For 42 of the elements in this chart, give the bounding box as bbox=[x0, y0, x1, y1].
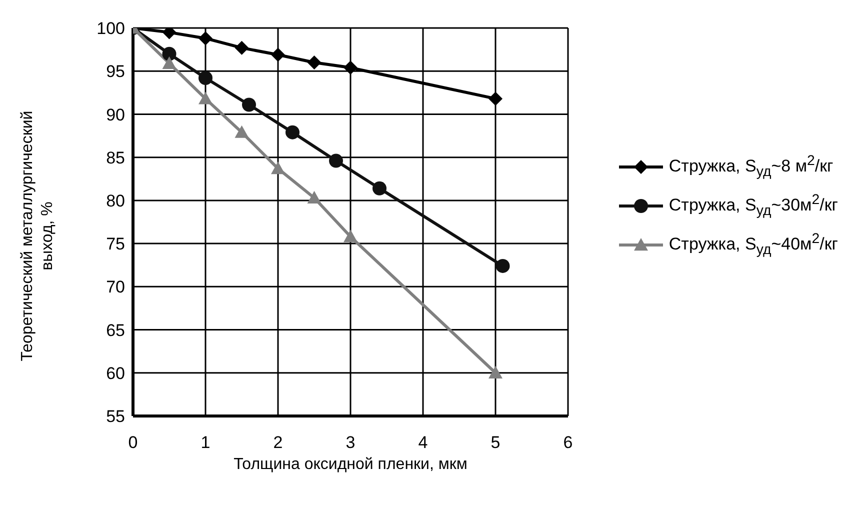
point bbox=[271, 162, 285, 174]
x-tick-label: 0 bbox=[128, 433, 138, 452]
y-tick-label: 65 bbox=[106, 320, 125, 340]
point bbox=[234, 125, 249, 138]
point bbox=[307, 55, 322, 70]
y-tick-label: 80 bbox=[106, 191, 125, 210]
point bbox=[372, 181, 386, 196]
x-tick-label: 6 bbox=[563, 433, 573, 452]
point bbox=[488, 366, 502, 378]
y-tick-label: 55 bbox=[106, 407, 125, 426]
point bbox=[344, 230, 358, 242]
x-axis-title: Толщина оксидной пленки, мкм bbox=[234, 456, 468, 473]
legend-label: Стружка, S$_{уд}$~30м$^{2}$/кг bbox=[668, 192, 838, 220]
y-tick-label: 85 bbox=[106, 148, 125, 168]
point bbox=[344, 60, 358, 75]
y-tick-label: 95 bbox=[106, 62, 125, 82]
point bbox=[162, 46, 176, 61]
x-tick-label: 4 bbox=[418, 433, 428, 452]
point bbox=[242, 98, 256, 112]
point bbox=[198, 71, 212, 86]
y-tick-label: 75 bbox=[106, 234, 125, 254]
point bbox=[198, 92, 212, 104]
legend-label: Стружка, S$_{уд}$~40м$^{2}$/кг bbox=[668, 231, 838, 258]
y-tick-label: 70 bbox=[106, 278, 125, 297]
point bbox=[488, 92, 502, 106]
x-tick-label: 1 bbox=[200, 433, 210, 452]
legend-label: Стружка, S$_{уд}$~8 м$^{2}$/кг bbox=[668, 153, 834, 180]
x-tick-label: 3 bbox=[346, 433, 356, 452]
point bbox=[198, 31, 212, 46]
point bbox=[286, 125, 300, 140]
y-tick-label: 100 bbox=[96, 19, 125, 38]
point bbox=[329, 154, 343, 168]
point bbox=[307, 190, 322, 204]
x-tick-label: 5 bbox=[490, 433, 500, 452]
x-tick-label: 2 bbox=[273, 433, 283, 452]
point bbox=[271, 48, 285, 62]
point bbox=[496, 258, 510, 273]
y-axis-title: Теоретический металлургический выход, % bbox=[18, 110, 57, 364]
point bbox=[162, 56, 176, 69]
y-tick-label: 90 bbox=[106, 105, 125, 124]
y-tick-label: 60 bbox=[106, 364, 125, 383]
point bbox=[234, 40, 249, 55]
